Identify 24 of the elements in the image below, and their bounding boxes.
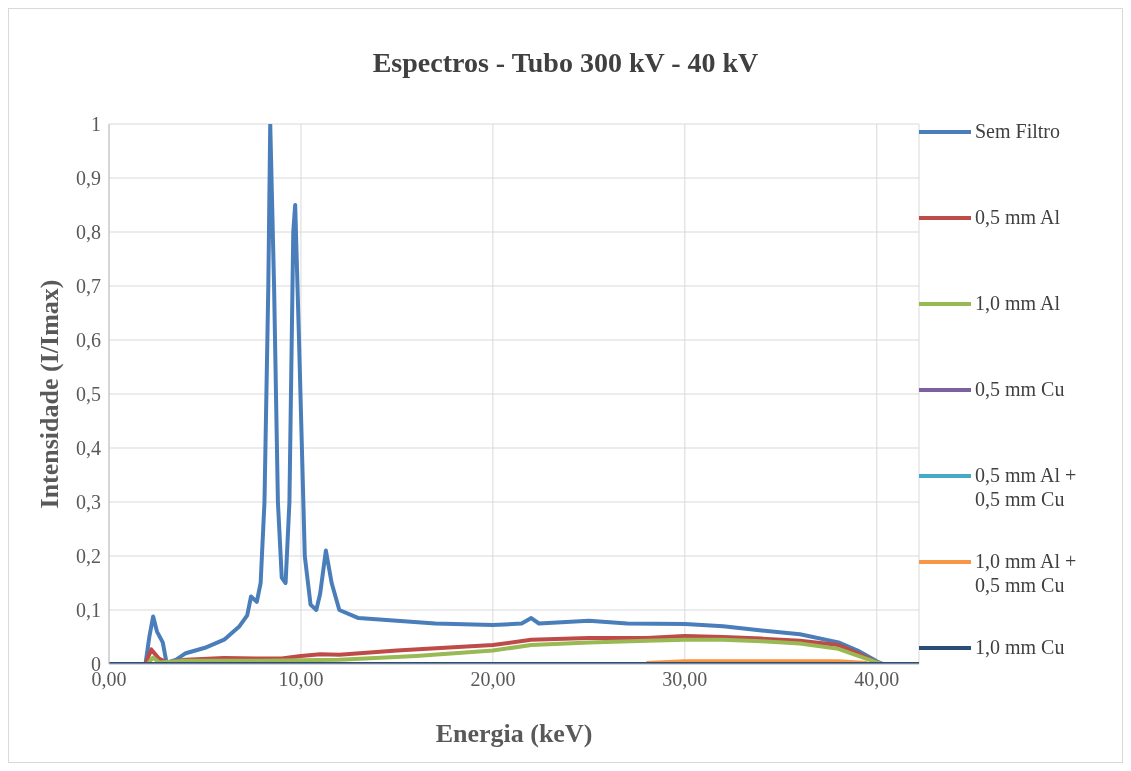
- x-axis-title: Energia (keV): [435, 719, 593, 749]
- y-tick-label: 0,5: [76, 383, 101, 406]
- y-axis-title: Intensidade (I/Imax): [35, 279, 65, 509]
- y-tick-label: 0,1: [76, 599, 101, 622]
- legend-label: 0,5 mm Cu: [975, 377, 1065, 401]
- legend-label: 1,0 mm Al + 0,5 mm Cu: [975, 549, 1078, 597]
- x-tick-label: 20,00: [470, 668, 516, 691]
- y-tick-label: 0,8: [76, 221, 101, 244]
- legend-label: Sem Filtro: [975, 119, 1061, 143]
- legend-label: 1,0 mm Al: [975, 291, 1061, 315]
- legend-label: 0,5 mm Al + 0,5 mm Cu: [975, 463, 1078, 511]
- legend-label: 0,5 mm Al: [975, 205, 1061, 229]
- y-tick-label: 0,6: [76, 329, 101, 352]
- y-tick-label: 0,4: [76, 437, 101, 460]
- x-tick-label: 10,00: [278, 668, 324, 691]
- legend-label: 1,0 mm Cu: [975, 635, 1065, 659]
- y-tick-label: 1: [91, 113, 101, 136]
- y-tick-label: 0,9: [76, 167, 101, 190]
- x-tick-label: 30,00: [662, 668, 708, 691]
- x-tick-label: 40,00: [854, 668, 900, 691]
- y-tick-label: 0,2: [76, 545, 101, 568]
- y-tick-label: 0,7: [76, 275, 101, 298]
- y-tick-label: 0,3: [76, 491, 101, 514]
- chart-title: Espectros - Tubo 300 kV - 40 kV: [371, 47, 760, 79]
